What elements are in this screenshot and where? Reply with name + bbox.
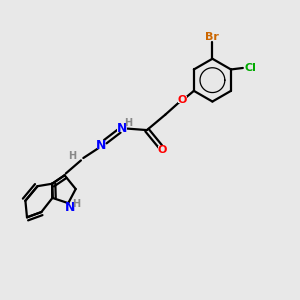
Text: H: H — [73, 199, 81, 209]
Bar — [178, 96, 187, 103]
Text: H: H — [69, 151, 77, 161]
Text: N: N — [96, 139, 106, 152]
Text: N: N — [117, 122, 128, 135]
Text: N: N — [64, 201, 75, 214]
Text: O: O — [157, 145, 167, 155]
Text: H: H — [124, 118, 133, 128]
Text: Cl: Cl — [245, 63, 257, 73]
Text: Br: Br — [206, 32, 219, 42]
Bar — [158, 146, 166, 154]
Bar — [118, 123, 127, 132]
Bar — [97, 142, 105, 149]
Text: O: O — [178, 95, 187, 105]
Bar — [65, 206, 74, 214]
